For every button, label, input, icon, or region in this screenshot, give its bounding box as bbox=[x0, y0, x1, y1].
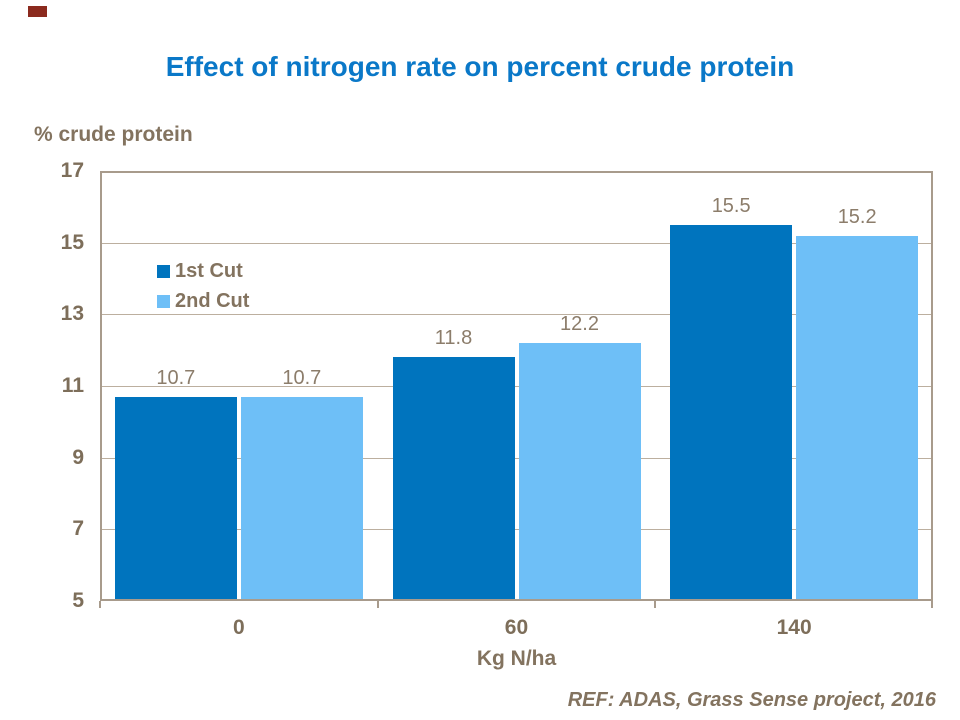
bar-value-label-1st-cut-140: 15.5 bbox=[711, 194, 751, 217]
bar-value-label-2nd-cut-60: 12.2 bbox=[560, 313, 599, 335]
gridline-7 bbox=[102, 529, 931, 531]
category-label-140: 140 bbox=[776, 616, 812, 639]
legend-swatch-1st-cut bbox=[157, 264, 170, 278]
bar-1st-cut-60 bbox=[392, 357, 515, 599]
ytick-label-15: 15 bbox=[60, 230, 84, 254]
reference-text: REF: ADAS, Grass Sense project, 2016 bbox=[567, 689, 936, 711]
legend-label-2nd-cut: 2nd Cut bbox=[175, 289, 250, 312]
category-label-60: 60 bbox=[504, 616, 529, 639]
xtick-boundary-2 bbox=[654, 601, 657, 608]
legend: 1st Cut 2nd Cut bbox=[157, 256, 249, 316]
bar-2nd-cut-60 bbox=[518, 343, 641, 599]
legend-swatch-2nd-cut bbox=[157, 294, 170, 308]
ytick-label-11: 11 bbox=[61, 374, 84, 397]
plot-inner bbox=[102, 173, 931, 599]
xtick-boundary-1 bbox=[376, 601, 379, 608]
bar-1st-cut-0 bbox=[114, 396, 237, 599]
legend-item-1st-cut: 1st Cut bbox=[157, 256, 249, 286]
ytick-label-17: 17 bbox=[60, 159, 84, 182]
gridline-15 bbox=[102, 242, 931, 244]
bar-2nd-cut-140 bbox=[796, 235, 919, 599]
plot-area bbox=[100, 171, 933, 601]
ytick-label-5: 5 bbox=[72, 589, 84, 612]
corner-accent-mark bbox=[28, 6, 47, 17]
bar-2nd-cut-0 bbox=[240, 396, 363, 599]
bar-value-label-1st-cut-60: 11.8 bbox=[434, 327, 473, 350]
chart-title: Effect of nitrogen rate on percent crude… bbox=[165, 51, 795, 82]
bar-1st-cut-140 bbox=[670, 224, 793, 599]
ytick-label-9: 9 bbox=[72, 445, 84, 469]
y-axis-title: % crude protein bbox=[34, 123, 193, 146]
legend-label-1st-cut: 1st Cut bbox=[175, 259, 243, 282]
ytick-label-7: 7 bbox=[72, 517, 84, 541]
xtick-boundary-0 bbox=[99, 601, 101, 608]
gridline-9 bbox=[102, 457, 931, 459]
ytick-label-13: 13 bbox=[60, 302, 84, 326]
bar-value-label-1st-cut-0: 10.7 bbox=[156, 366, 196, 389]
xtick-boundary-end bbox=[931, 601, 933, 608]
bar-value-label-2nd-cut-0: 10.7 bbox=[282, 366, 322, 389]
gridline-11 bbox=[102, 386, 931, 387]
legend-item-2nd-cut: 2nd Cut bbox=[157, 286, 249, 316]
category-label-0: 0 bbox=[232, 616, 245, 639]
gridline-13 bbox=[102, 314, 931, 316]
x-axis-title: Kg N/ha bbox=[476, 647, 557, 670]
bar-value-label-2nd-cut-140: 15.2 bbox=[837, 205, 877, 228]
